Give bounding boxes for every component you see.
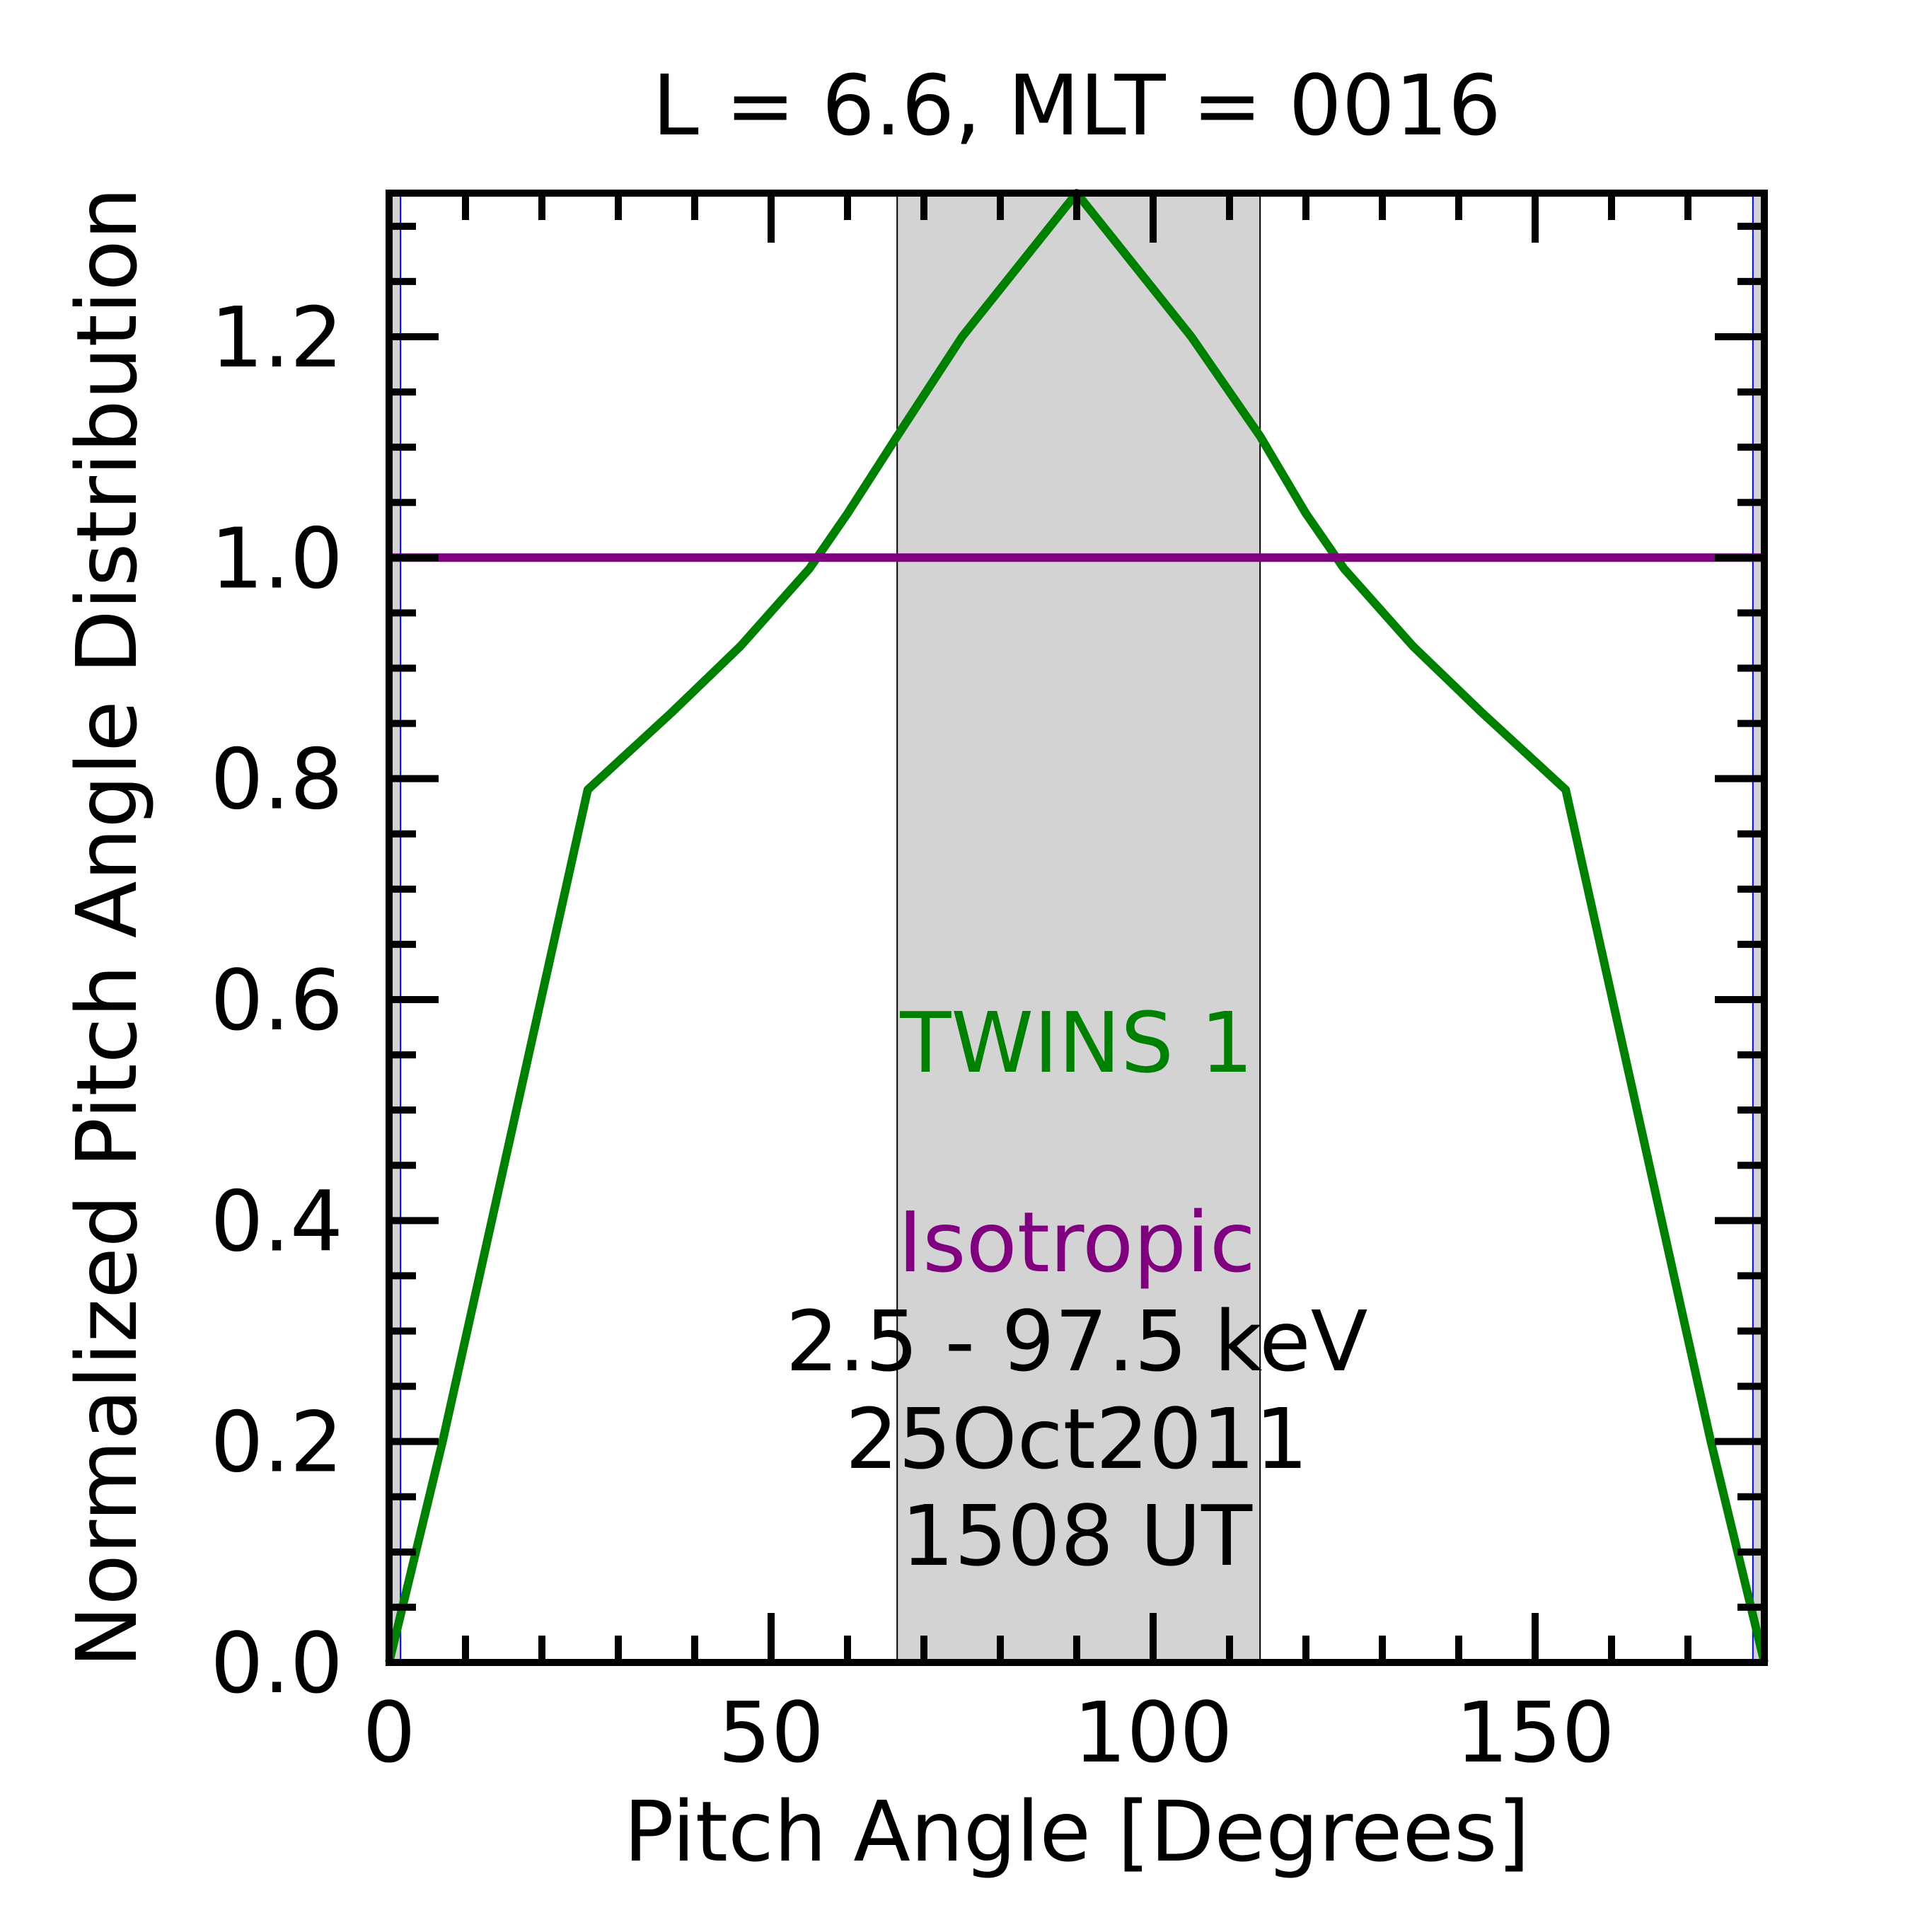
x-axis-label: Pitch Angle [Degrees] [623,1783,1529,1880]
shaded-region-1 [897,193,1261,1662]
x-tick-label: 50 [718,1684,824,1781]
tick-labels: 0 50 100 150 0.0 0.2 0.4 0.6 0.8 1.0 1.2 [210,289,1614,1781]
date-label: 25Oct2011 [845,1390,1308,1488]
y-tick-label: 0.2 [210,1394,343,1491]
y-tick-label: 0.0 [210,1614,343,1712]
y-tick-label: 0.6 [210,951,343,1049]
twins-series-label: TWINS 1 [899,994,1253,1092]
energy-range-label: 2.5 - 97.5 keV [786,1292,1368,1390]
plot-frame [386,190,1768,1666]
annotation-block: TWINS 1 Isotropic 2.5 - 97.5 keV 25Oct20… [786,994,1368,1585]
isotropic-series-label: Isotropic [898,1193,1255,1291]
axis-ticks [386,193,1768,1666]
y-tick-label: 0.8 [210,731,343,828]
y-axis-label: Normalized Pitch Angle Distribution [58,187,156,1667]
x-tick-label: 150 [1455,1684,1614,1781]
chart-title: L = 6.6, MLT = 0016 [652,57,1501,154]
y-tick-label: 1.0 [210,509,343,607]
x-tick-label: 100 [1073,1684,1232,1781]
time-label: 1508 UT [901,1487,1253,1585]
y-tick-label: 1.2 [210,289,343,386]
shaded-regions [389,193,1764,1662]
x-tick-label: 0 [362,1684,415,1781]
y-tick-label: 0.4 [210,1172,343,1270]
